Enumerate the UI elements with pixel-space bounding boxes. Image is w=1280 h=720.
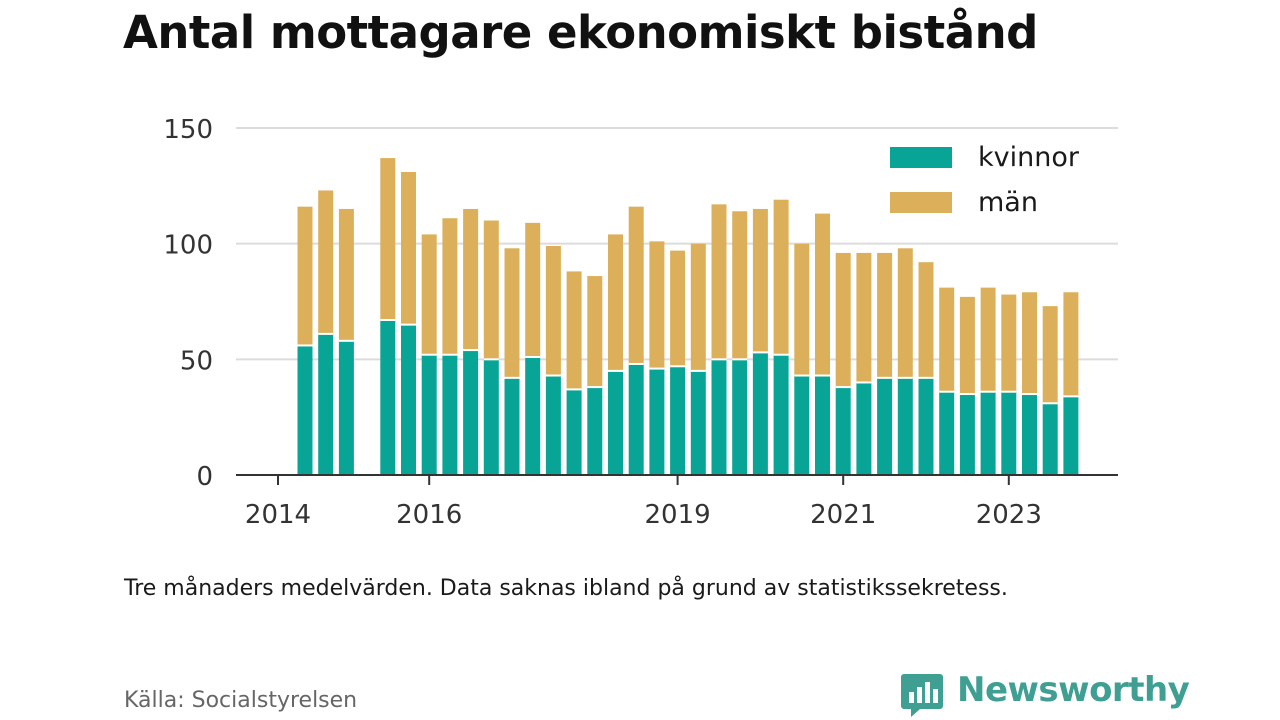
bar-man-2019-Q3 <box>711 204 727 360</box>
bar-kvinnor-2014-Q3 <box>297 345 313 475</box>
bar-man-2017-Q3 <box>545 245 561 376</box>
bar-kvinnor-2019-Q2 <box>690 370 706 475</box>
bar-man-2022-Q3 <box>959 296 975 395</box>
bar-man-2023-Q2 <box>1022 292 1037 395</box>
bar-man-2017-Q4 <box>566 271 582 390</box>
bar-kvinnor-2022-Q2 <box>939 391 955 475</box>
bar-kvinnor-2019-Q3 <box>711 359 727 475</box>
bar-man-2017-Q1 <box>504 248 520 378</box>
bar-man-2021-Q1 <box>835 252 851 388</box>
x-tick-label-2014: 2014 <box>245 500 311 530</box>
bar-man-2019-Q4 <box>732 211 748 360</box>
bar-chart: 0 50 100 150 2014 2016 2019 2021 2023 kvinnor m… <box>163 115 1118 530</box>
bar-kvinnor-2014-Q4 <box>318 333 334 475</box>
bar-kvinnor-2021-Q4 <box>897 377 913 475</box>
bar-kvinnor-2022-Q3 <box>959 394 975 475</box>
bar-kvinnor-2016-Q4 <box>483 359 499 475</box>
bar-kvinnor-2023-Q1 <box>1001 391 1017 475</box>
bar-kvinnor-2021-Q2 <box>856 382 872 475</box>
x-tick-label-2016: 2016 <box>396 500 462 530</box>
bar-man-2014-Q4 <box>318 190 334 334</box>
legend-swatch-kvinnor <box>890 147 952 168</box>
newsworthy-logo-icon <box>901 674 943 717</box>
x-axis-ticks: 2014 2016 2019 2021 2023 <box>245 475 1042 530</box>
bar-kvinnor-2018-Q2 <box>608 370 623 475</box>
y-tick-label-100: 100 <box>163 231 213 261</box>
bar-man-2022-Q1 <box>918 262 934 378</box>
chart-note: Tre månaders medelvärden. Data saknas ib… <box>124 576 1008 601</box>
bar-kvinnor-2015-Q1 <box>338 340 354 475</box>
bar-kvinnor-2016-Q3 <box>463 350 479 475</box>
bar-man-2023-Q1 <box>1001 294 1017 392</box>
bar-man-2016-Q2 <box>442 218 458 355</box>
bar-kvinnor-2020-Q1 <box>752 352 768 475</box>
bars <box>297 158 1079 475</box>
bar-kvinnor-2020-Q4 <box>815 375 830 475</box>
bar-man-2021-Q4 <box>897 248 913 378</box>
bar-man-2017-Q2 <box>525 222 541 358</box>
bar-man-2016-Q4 <box>483 220 499 360</box>
bar-kvinnor-2022-Q1 <box>918 377 934 475</box>
bar-man-2020-Q3 <box>794 243 810 376</box>
bar-man-2018-Q1 <box>587 276 603 388</box>
bar-man-2021-Q2 <box>856 252 872 383</box>
y-tick-label-50: 50 <box>180 346 213 376</box>
bar-kvinnor-2018-Q4 <box>649 368 665 475</box>
legend: kvinnor män <box>890 142 1080 218</box>
bar-kvinnor-2017-Q4 <box>566 389 582 475</box>
bar-man-2020-Q1 <box>752 208 768 353</box>
bar-kvinnor-2016-Q2 <box>442 354 458 475</box>
bar-man-2022-Q2 <box>939 287 955 392</box>
legend-swatch-man <box>890 192 952 213</box>
x-tick-label-2021: 2021 <box>810 500 876 530</box>
bar-kvinnor-2019-Q4 <box>732 359 748 475</box>
bar-kvinnor-2023-Q2 <box>1022 394 1037 475</box>
bar-kvinnor-2023-Q4 <box>1063 396 1079 475</box>
bar-man-2020-Q2 <box>773 199 789 355</box>
bar-man-2016-Q3 <box>463 208 479 351</box>
y-axis-ticks: 0 50 100 150 <box>163 115 213 492</box>
bar-man-2018-Q4 <box>649 241 665 369</box>
bar-man-2019-Q2 <box>690 243 706 371</box>
bar-kvinnor-2020-Q3 <box>794 375 810 475</box>
bar-man-2016-Q1 <box>421 234 437 355</box>
bar-man-2021-Q3 <box>877 252 893 378</box>
brand-name: Newsworthy <box>957 670 1190 710</box>
legend-label-man: män <box>978 187 1038 218</box>
legend-label-kvinnor: kvinnor <box>978 142 1080 173</box>
bar-kvinnor-2015-Q3 <box>380 320 396 475</box>
y-tick-label-0: 0 <box>196 462 213 492</box>
bar-man-2019-Q1 <box>670 250 686 367</box>
bar-kvinnor-2023-Q3 <box>1042 403 1058 475</box>
bar-kvinnor-2019-Q1 <box>670 366 686 475</box>
bar-man-2023-Q3 <box>1042 306 1058 404</box>
bar-kvinnor-2022-Q4 <box>980 391 996 475</box>
bar-kvinnor-2015-Q4 <box>401 324 416 475</box>
bar-man-2018-Q3 <box>628 206 644 364</box>
bar-man-2014-Q3 <box>297 206 313 346</box>
bar-kvinnor-2017-Q3 <box>545 375 561 475</box>
x-tick-label-2019: 2019 <box>645 500 711 530</box>
bar-man-2022-Q4 <box>980 287 996 392</box>
bar-kvinnor-2021-Q3 <box>877 377 893 475</box>
x-tick-label-2023: 2023 <box>976 500 1042 530</box>
bar-man-2020-Q4 <box>815 213 830 376</box>
bar-kvinnor-2020-Q2 <box>773 354 789 475</box>
bar-kvinnor-2017-Q1 <box>504 377 520 475</box>
bar-man-2023-Q4 <box>1063 292 1079 397</box>
bar-kvinnor-2021-Q1 <box>835 387 851 475</box>
bar-man-2015-Q1 <box>338 208 354 341</box>
source-text: Källa: Socialstyrelsen <box>124 688 358 713</box>
bar-kvinnor-2016-Q1 <box>421 354 437 475</box>
chart-title: Antal mottagare ekonomiskt bistånd <box>123 6 1038 59</box>
bar-kvinnor-2018-Q1 <box>587 387 603 475</box>
bar-man-2018-Q2 <box>608 234 623 371</box>
bar-kvinnor-2018-Q3 <box>628 363 644 475</box>
bar-man-2015-Q3 <box>380 158 396 321</box>
bar-man-2015-Q4 <box>401 171 416 325</box>
y-tick-label-150: 150 <box>163 115 213 145</box>
bar-kvinnor-2017-Q2 <box>525 357 541 475</box>
